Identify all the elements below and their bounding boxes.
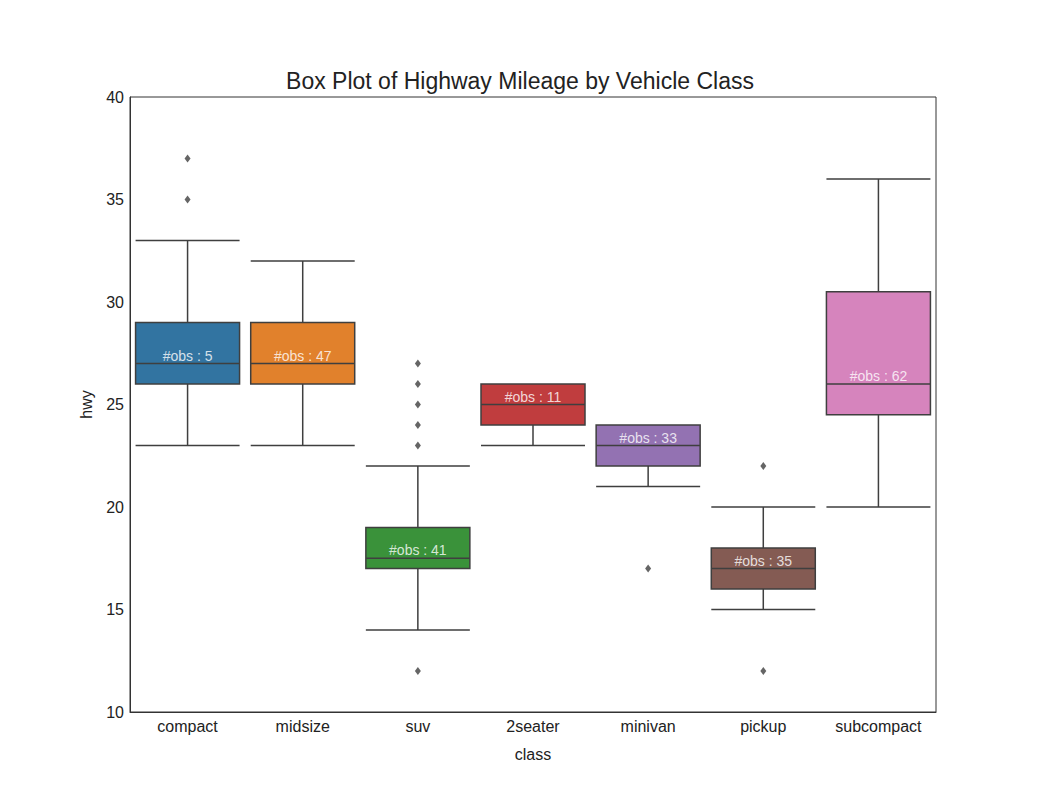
svg-text:#obs : 11: #obs : 11 (505, 389, 562, 405)
svg-text:2seater: 2seater (506, 718, 560, 735)
svg-text:#obs : 33: #obs : 33 (619, 430, 677, 446)
svg-text:#obs : 5: #obs : 5 (163, 348, 213, 364)
svg-text:35: 35 (106, 191, 124, 208)
svg-text:subcompact: subcompact (835, 718, 922, 735)
svg-text:25: 25 (106, 396, 124, 413)
svg-text:20: 20 (106, 499, 124, 516)
svg-text:#obs : 35: #obs : 35 (734, 553, 792, 569)
svg-text:15: 15 (106, 601, 124, 618)
svg-text:#obs : 47: #obs : 47 (274, 348, 332, 364)
svg-text:class: class (515, 746, 551, 763)
svg-text:#obs : 41: #obs : 41 (389, 542, 447, 558)
svg-text:10: 10 (106, 704, 124, 721)
svg-text:compact: compact (157, 718, 218, 735)
svg-text:midsize: midsize (276, 718, 330, 735)
svg-text:pickup: pickup (740, 718, 786, 735)
svg-text:30: 30 (106, 294, 124, 311)
svg-text:suv: suv (405, 718, 430, 735)
svg-text:minivan: minivan (621, 718, 676, 735)
svg-text:40: 40 (106, 89, 124, 106)
svg-text:#obs : 62: #obs : 62 (850, 368, 908, 384)
svg-text:Box Plot of Highway Mileage by: Box Plot of Highway Mileage by Vehicle C… (286, 68, 754, 94)
svg-text:hwy: hwy (78, 390, 95, 418)
